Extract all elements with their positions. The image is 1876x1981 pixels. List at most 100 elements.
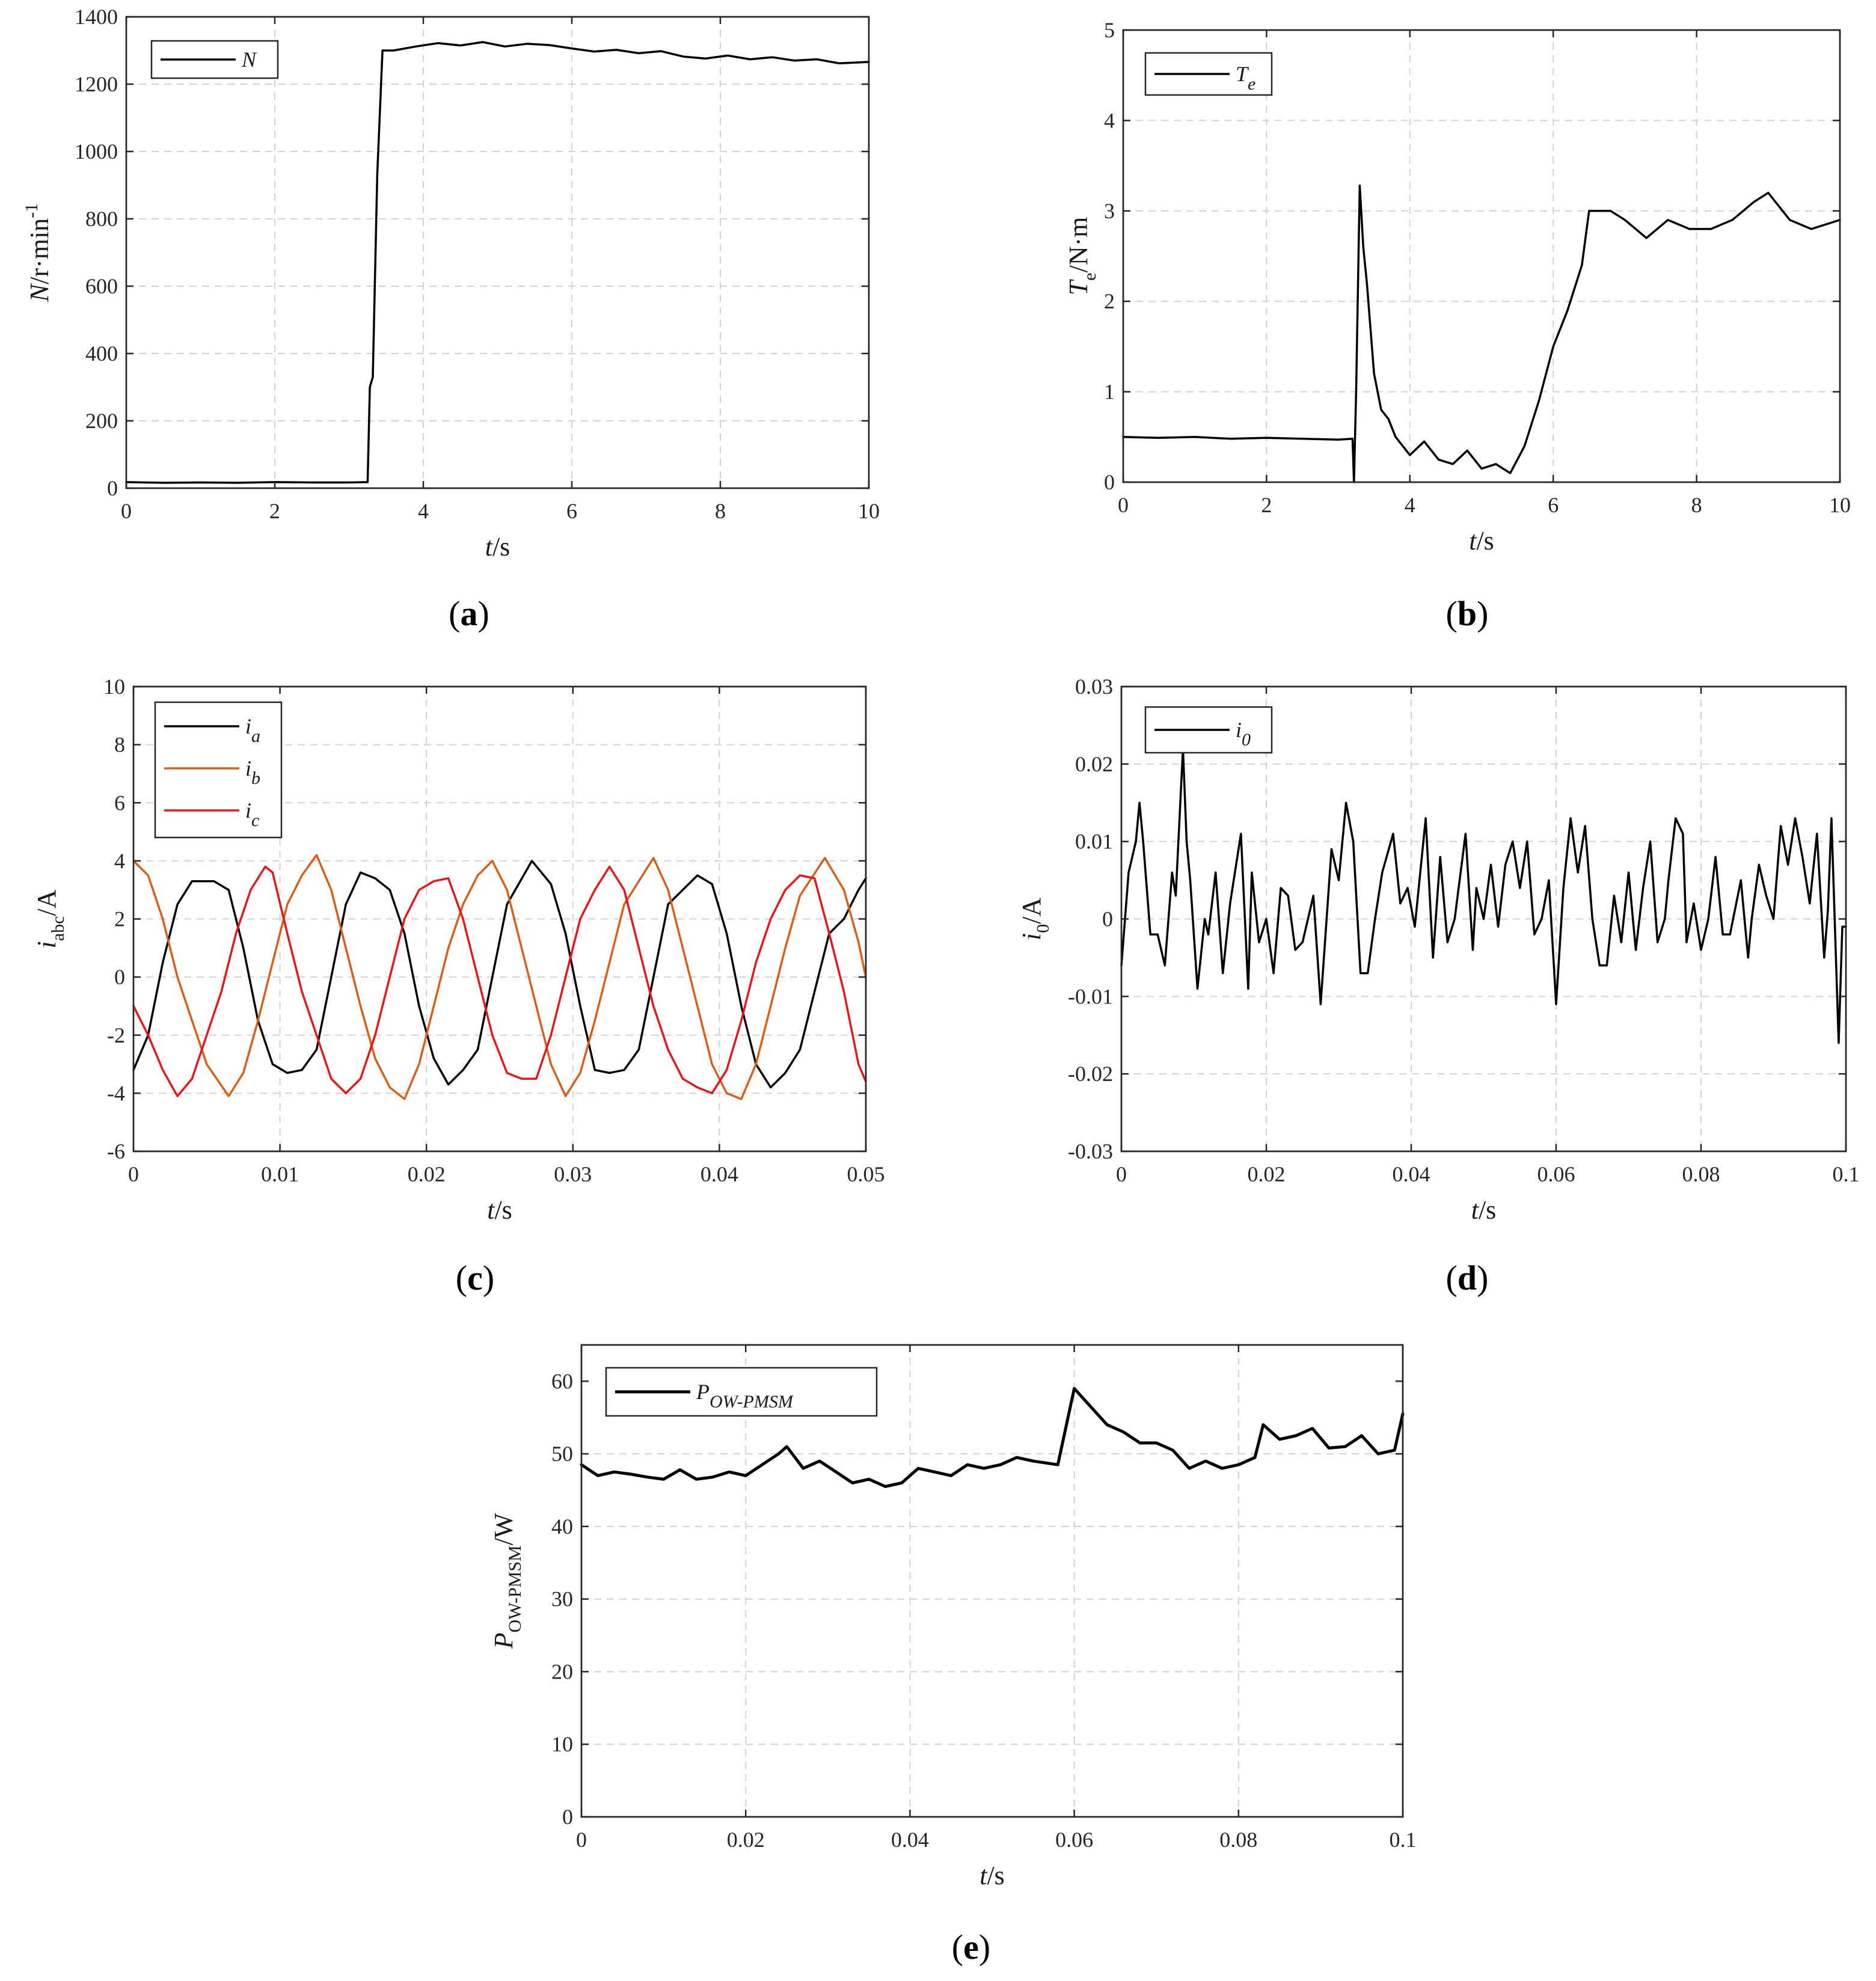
y-tick-label: 800 <box>85 207 118 231</box>
legend-label-ic: ic <box>245 798 259 830</box>
y-tick-label: 3 <box>1104 199 1115 223</box>
plot-area <box>1122 29 1841 483</box>
x-axis-label: t/s <box>979 1861 1005 1890</box>
legend-label-ib: ib <box>245 756 260 788</box>
legend-box <box>154 701 283 839</box>
y-tick-label: 0 <box>114 965 125 989</box>
panel-label: (c) <box>456 1258 494 1297</box>
x-tick-label: 6 <box>1548 493 1559 517</box>
y-tick-label: 200 <box>85 409 118 433</box>
y-tick-label: 4 <box>114 849 125 873</box>
y-axis-label: iabc/A <box>32 889 68 948</box>
y-tick-label: -4 <box>107 1081 125 1105</box>
x-tick-label: 0.04 <box>700 1162 738 1186</box>
series-line-ic <box>132 865 867 1097</box>
x-tick-label: 0.06 <box>1537 1162 1575 1186</box>
panel-label: (d) <box>1446 1258 1489 1297</box>
x-tick-label: 6 <box>566 499 577 523</box>
y-tick-label: 10 <box>103 675 125 699</box>
x-tick-label: 0 <box>128 1162 139 1186</box>
y-tick-label: 1000 <box>75 139 118 164</box>
x-tick-label: 4 <box>418 499 429 523</box>
y-axis-label: N/r·min-1 <box>22 203 54 302</box>
x-tick-label: 0.04 <box>1393 1162 1430 1186</box>
axes-frame <box>1122 29 1841 483</box>
y-tick-label: 5 <box>1104 18 1115 42</box>
x-axis-label: t/s <box>1469 526 1494 556</box>
chart-panel-d: 0 0.02 0.04 0.06 0.08 0.1 -0.03 -0.02 -0.01 0 0.01… <box>1017 675 1860 1297</box>
y-tick-label: 4 <box>1104 108 1115 132</box>
x-tick-label: 0.05 <box>847 1162 885 1186</box>
x-tick-label: 0.1 <box>1833 1162 1860 1186</box>
y-tick-label: 0 <box>107 476 118 500</box>
x-tick-label: 0 <box>1116 1162 1127 1186</box>
x-tick-label: 0.01 <box>261 1162 299 1186</box>
y-axis-label-text: POW-PMSM/W <box>489 1513 525 1649</box>
y-tick-label: 60 <box>551 1369 573 1393</box>
x-tick-label: 0.08 <box>1682 1162 1720 1186</box>
y-tick-label: -0.01 <box>1068 984 1113 1008</box>
legend-label-i0: i0 <box>1236 718 1251 750</box>
panel-label: (e) <box>952 1927 990 1967</box>
panel-label: (b) <box>1446 594 1489 633</box>
y-tick-label: 1200 <box>75 72 118 96</box>
chart-panel-c: 0 0.01 0.02 0.03 0.04 0.05 -6 -4 -2 0 2 4 6 8 10 t/s iab… <box>32 675 885 1297</box>
y-tick-label: 0 <box>1104 470 1115 494</box>
x-axis-label: t/s <box>1471 1195 1497 1225</box>
x-tick-label: 0 <box>576 1828 587 1852</box>
panel-label: (a) <box>449 594 489 633</box>
y-tick-label: 2 <box>114 907 125 931</box>
x-tick-label: 0 <box>1118 493 1129 517</box>
y-axis-label-text: i0/A <box>1017 898 1053 940</box>
x-tick-label: 2 <box>269 499 280 523</box>
x-tick-label: 0.02 <box>727 1828 765 1852</box>
y-tick-label: 10 <box>551 1732 573 1756</box>
y-tick-label: 1400 <box>75 5 118 29</box>
y-tick-label: 40 <box>551 1514 573 1539</box>
y-axis-label-text: Te/N·m <box>1064 217 1100 296</box>
chart-panel-a: 0 2 4 6 8 10 0 200 400 600 800 1000 1200 1400 t/s N/r·m… <box>22 5 880 633</box>
series-line-N <box>125 41 870 484</box>
series-line-POW-PMSM <box>580 1387 1405 1488</box>
y-tick-label: 20 <box>551 1659 573 1683</box>
x-tick-label: 0.02 <box>408 1162 446 1186</box>
y-tick-label: 8 <box>114 733 125 757</box>
chart-panel-e: 0 0.02 0.04 0.06 0.08 0.1 0 10 20 30 40 50 60 t/s POW-… <box>489 1344 1417 1967</box>
x-axis-label: t/s <box>487 1195 512 1225</box>
plot-area <box>125 16 870 489</box>
legend-label-N: N <box>241 47 257 72</box>
y-tick-label: 6 <box>114 791 125 815</box>
y-tick-label: 50 <box>551 1442 573 1466</box>
x-tick-label: 0.08 <box>1219 1828 1257 1852</box>
legend-label-ia: ia <box>245 714 260 746</box>
x-tick-label: 0.06 <box>1055 1828 1093 1852</box>
x-tick-label: 8 <box>715 499 726 523</box>
x-tick-label: 0.02 <box>1248 1162 1286 1186</box>
y-axis-label: i0/A <box>1017 898 1053 940</box>
legend-label-Te: Te <box>1236 62 1255 94</box>
y-tick-label: 0 <box>562 1805 573 1829</box>
y-tick-label: -0.02 <box>1068 1062 1113 1086</box>
axes-frame <box>580 1344 1404 1818</box>
y-tick-label: -0.03 <box>1068 1139 1113 1163</box>
y-axis-label: POW-PMSM/W <box>489 1513 525 1649</box>
x-tick-label: 0.03 <box>554 1162 592 1186</box>
x-axis-label: t/s <box>485 532 510 562</box>
x-tick-label: 0.04 <box>891 1828 929 1852</box>
x-tick-label: 10 <box>858 499 880 523</box>
y-tick-label: 0 <box>1102 907 1113 931</box>
y-axis-label-text: iabc/A <box>32 889 68 948</box>
y-tick-label: -6 <box>107 1139 125 1163</box>
y-tick-label: 0.01 <box>1075 830 1113 854</box>
x-tick-label: 2 <box>1261 493 1272 517</box>
chart-panel-b: 0 2 4 6 8 10 0 1 2 3 4 5 t/s Te/N·m Te (b) <box>1064 18 1851 633</box>
y-tick-label: 400 <box>85 341 118 366</box>
y-tick-label: 0.03 <box>1075 675 1113 699</box>
legend-label-POW-PMSM: POW-PMSM <box>696 1380 794 1412</box>
y-axis-label: Te/N·m <box>1064 217 1100 296</box>
series-line-ib <box>132 854 867 1100</box>
series-line-Te <box>1122 184 1841 483</box>
x-tick-label: 4 <box>1405 493 1415 517</box>
series-line-i0 <box>1120 747 1847 1044</box>
